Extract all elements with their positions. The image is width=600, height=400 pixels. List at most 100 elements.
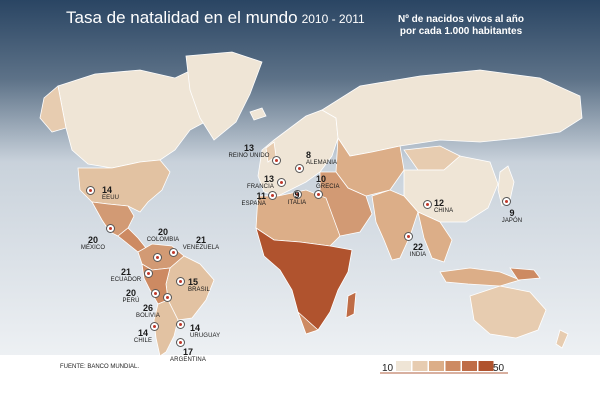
value: 20 [125, 288, 136, 298]
marker-india[interactable] [404, 232, 413, 241]
value: 11 [256, 191, 266, 201]
title-years: 2010 - 2011 [301, 12, 365, 26]
marker-colombia[interactable] [153, 253, 162, 262]
country-name: GRECIA [316, 184, 340, 190]
legend-color-scale [380, 361, 508, 374]
title-text: Tasa de natalidad en el mundo [66, 8, 298, 27]
marker-bolivia[interactable] [163, 293, 172, 302]
label-espana: 11 ESPAÑA [232, 191, 267, 208]
label-chile: 14 CHILE [128, 328, 158, 345]
country-name: COLOMBIA [146, 237, 180, 243]
sub-saharan-africa [255, 227, 353, 335]
legend-swatch-4 [445, 361, 461, 371]
country-name: ECUADOR [110, 277, 142, 283]
country-name: FRANCIA [246, 184, 274, 190]
label-eeuu: 14 EEUU [102, 186, 120, 202]
indonesia [439, 267, 522, 287]
marker-venezuela[interactable] [169, 248, 178, 257]
marker-uruguay[interactable] [176, 320, 185, 329]
map-title: Tasa de natalidad en el mundo 2010 - 2011 [66, 9, 365, 26]
country-name: CHILE [133, 338, 153, 344]
country-name: VENEZUELA [182, 245, 220, 251]
label-japon: 9 JAPÓN [498, 208, 526, 225]
marker-grecia[interactable] [314, 190, 323, 199]
country-name: INDIA [409, 252, 427, 258]
country-name: BRASIL [188, 287, 210, 293]
new-zealand [555, 329, 569, 349]
value: 22 [412, 242, 423, 252]
marker-reino-unido[interactable] [272, 156, 281, 165]
marker-espana[interactable] [268, 191, 277, 200]
value: 21 [195, 235, 206, 245]
value: 26 [142, 303, 153, 313]
southern-africa [297, 311, 319, 335]
value: 15 [188, 277, 199, 287]
value: 21 [120, 267, 131, 277]
country-name: ITALIA [287, 200, 307, 206]
marker-ecuador[interactable] [144, 269, 153, 278]
value: 14 [137, 328, 148, 338]
country-name: PERÚ [122, 298, 140, 304]
marker-italia[interactable] [293, 190, 302, 199]
value: 9 [294, 190, 300, 200]
label-grecia: 10 GRECIA [316, 174, 340, 191]
value: 12 [434, 198, 445, 208]
marker-mexico[interactable] [106, 224, 115, 233]
southeast-asia [417, 211, 453, 263]
label-uruguay: 14 URUGUAY [190, 323, 221, 340]
footer-band [0, 355, 600, 400]
label-bolivia: 26 BOLIVIA [128, 303, 168, 320]
country-name: EEUU [102, 195, 120, 201]
marker-brasil[interactable] [176, 277, 185, 286]
value: 13 [243, 143, 254, 153]
value: 14 [190, 323, 201, 333]
value: 8 [306, 150, 312, 160]
india-shape [371, 189, 419, 261]
legend-swatch-6 [478, 361, 494, 371]
alaska [39, 85, 67, 133]
country-name: BOLIVIA [135, 313, 161, 319]
marker-argentina[interactable] [176, 338, 185, 347]
label-brasil: 15 BRASIL [188, 277, 210, 294]
label-china: 12 CHINA [434, 198, 454, 215]
label-italia: 9 ITALIA [284, 190, 310, 207]
value: 9 [509, 208, 515, 218]
australia [469, 285, 547, 339]
legend-swatch-5 [462, 361, 477, 371]
country-name: MÉXICO [80, 245, 106, 251]
value: 20 [87, 235, 98, 245]
marker-chile[interactable] [150, 322, 159, 331]
header-note: Nº de nacidos vivos al año por cada 1.00… [386, 14, 536, 38]
label-venezuela: 21 VENEZUELA [178, 235, 224, 252]
country-name: REINO UNIDO [228, 153, 270, 159]
value: 13 [263, 174, 274, 184]
greenland-shape [185, 51, 263, 141]
marker-japon[interactable] [502, 197, 511, 206]
country-name: JAPÓN [501, 218, 523, 224]
country-name: URUGUAY [190, 333, 221, 339]
marker-alemania[interactable] [295, 164, 304, 173]
legend-swatch-1 [396, 361, 411, 371]
value: 10 [316, 174, 327, 184]
label-argentina: 17 ARGENTINA [166, 348, 210, 364]
legend-max-label: 50 [493, 363, 505, 374]
note-line-2: por cada 1.000 habitantes [399, 26, 523, 37]
marker-peru[interactable] [151, 289, 160, 298]
label-alemania: 8 ALEMANIA [306, 150, 338, 167]
madagascar [345, 291, 357, 319]
label-reino-unido: 13 REINO UNIDO [224, 143, 274, 160]
marker-china[interactable] [423, 200, 432, 209]
country-name: ARGENTINA [170, 357, 206, 363]
iceland [249, 107, 267, 121]
marker-eeuu[interactable] [86, 186, 95, 195]
label-peru: 20 PERÚ [116, 288, 146, 305]
label-ecuador: 21 ECUADOR [106, 267, 146, 284]
marker-francia[interactable] [277, 178, 286, 187]
country-name: CHINA [434, 208, 454, 214]
country-name: ALEMANIA [306, 160, 338, 166]
label-mexico: 20 MÉXICO [76, 235, 110, 252]
papua [509, 267, 541, 281]
label-india: 22 INDIA [404, 242, 432, 259]
